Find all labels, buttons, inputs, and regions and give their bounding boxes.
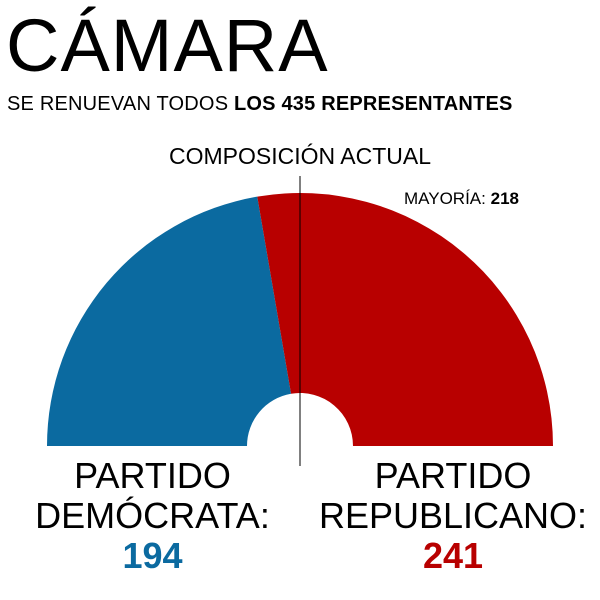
republican-label-line1: PARTIDO xyxy=(374,455,532,496)
page-subtitle: SE RENUEVAN TODOS LOS 435 REPRESENTANTES xyxy=(7,92,513,116)
subtitle-text: SE RENUEVAN TODOS xyxy=(7,93,234,115)
democrat-party-label: PARTIDO DEMÓCRATA: xyxy=(20,456,285,536)
majority-value: 218 xyxy=(490,189,519,208)
page-title: CÁMARA xyxy=(6,4,329,87)
republican-seat-count: 241 xyxy=(422,535,484,576)
subtitle-emphasis: LOS 435 REPRESENTANTES xyxy=(234,93,513,115)
chart-title: COMPOSICIÓN ACTUAL xyxy=(169,143,431,169)
democrat-seat-count: 194 xyxy=(122,535,183,576)
majority-text: MAYORÍA: xyxy=(404,189,486,208)
republican-party-label: PARTIDO REPUBLICANO: xyxy=(306,456,600,536)
democrat-label-line2: DEMÓCRATA: xyxy=(35,495,270,536)
republican-seats-arc xyxy=(257,193,553,446)
democrat-label-line1: PARTIDO xyxy=(74,455,231,496)
democrat-seats-arc xyxy=(47,196,292,446)
republican-label-line2: REPUBLICANO: xyxy=(318,495,588,536)
majority-label: MAYORÍA: 218 xyxy=(404,188,519,210)
